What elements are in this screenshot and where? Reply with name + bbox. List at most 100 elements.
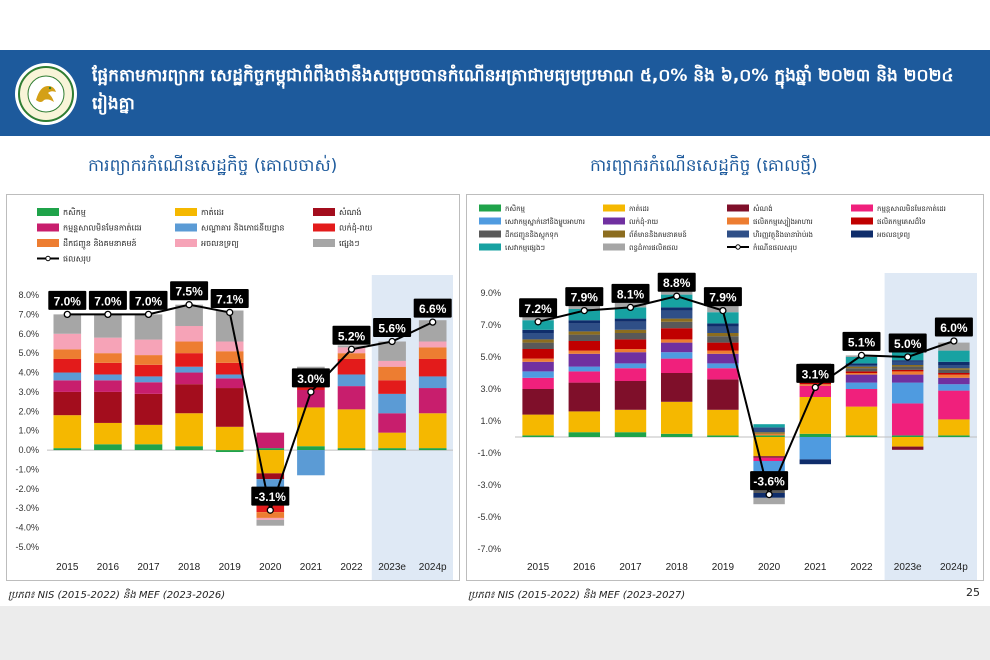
bar-segment — [614, 352, 647, 364]
y-tick-label: -5.0% — [477, 512, 501, 522]
bar-segment — [53, 333, 82, 350]
data-label: 7.9% — [571, 291, 599, 305]
bar-segment — [707, 336, 739, 343]
bar-segment — [418, 448, 447, 451]
legend-swatch — [37, 223, 59, 232]
y-tick-label: 9.0% — [480, 288, 501, 298]
legend-line-marker — [45, 255, 51, 262]
total-growth-point — [104, 310, 112, 319]
right-chart-frame: កសិកម្ម កាត់ដេរ សំណង់ កម្មន្តសាលមិនមែនកាត់ដ… — [466, 194, 984, 581]
bar-segment — [418, 388, 447, 414]
bar-segment — [134, 364, 163, 377]
right-source-note: ប្រភព៖ NIS (2015-2022) និង MEF (2023-202… — [468, 590, 686, 601]
bar-segment — [568, 366, 601, 372]
bar-segment — [614, 368, 647, 381]
page-title: ផែ្អកតាមការព្យាករ សេដ្ឋកិច្ចកម្ពុជាពំពឹង… — [92, 66, 954, 114]
data-label-box — [703, 287, 742, 307]
bar-segment — [215, 378, 244, 389]
bar-segment — [94, 380, 122, 392]
legend-label: សណ្ឋាគារ និងភោជនីយដ្ឋាន — [201, 223, 284, 233]
legend-label: សំណង់ — [753, 204, 773, 213]
data-label: 8.8% — [663, 276, 691, 290]
header-banner — [0, 50, 990, 136]
legend-label: ពន្ធដំការផលិតផល — [629, 243, 678, 252]
bar-segment — [799, 433, 832, 437]
bar-segment — [660, 310, 693, 319]
data-label: 5.2% — [338, 329, 366, 343]
bar-segment — [215, 362, 244, 375]
bar-segment — [660, 328, 693, 340]
total-growth-point — [626, 303, 635, 312]
y-tick-label: -4.0% — [15, 523, 39, 533]
bar-segment — [378, 360, 406, 367]
y-tick-label: 8.0% — [18, 290, 39, 300]
y-tick-label: 7.0% — [480, 320, 501, 330]
bar-segment — [418, 341, 447, 348]
data-label-box — [750, 471, 789, 491]
bar-segment — [568, 350, 601, 354]
bar-segment — [614, 409, 647, 433]
bar-segment — [753, 424, 785, 428]
total-growth-point — [904, 353, 912, 361]
legend-swatch — [37, 208, 59, 216]
legend-swatch — [603, 243, 625, 251]
bar-segment — [215, 341, 244, 352]
bar-segment — [256, 519, 285, 526]
y-tick-label: -1.0% — [15, 464, 39, 474]
bar-segment — [522, 333, 554, 340]
bar-segment — [568, 341, 601, 351]
x-tick-label: 2015 — [527, 562, 550, 573]
legend-swatch — [479, 217, 501, 225]
data-label-box — [291, 368, 330, 388]
x-tick-label: 2022 — [850, 562, 873, 573]
bar-segment — [175, 413, 203, 447]
bar-segment — [707, 333, 739, 337]
y-tick-label: 5.0% — [480, 352, 501, 362]
bar-segment — [891, 366, 924, 370]
bar-segment — [753, 457, 785, 461]
legend-swatch — [851, 217, 873, 225]
y-tick-label: 4.0% — [18, 368, 39, 378]
bar-segment — [53, 349, 82, 359]
bar-segment — [938, 373, 970, 375]
legend-swatch — [479, 230, 501, 238]
legend-swatch — [727, 230, 749, 238]
bar-segment — [614, 349, 647, 353]
x-tick-label: 2024p — [940, 562, 968, 573]
bar-segment — [753, 435, 785, 437]
bar-segment — [53, 372, 82, 381]
data-label-box — [796, 363, 835, 383]
x-tick-label: 2023e — [378, 562, 406, 573]
right-chart-heading: ការព្យាករកំណើនសេដ្ឋកិច្ច (គោលថ្មី) — [590, 156, 818, 176]
bar-segment — [707, 312, 739, 324]
data-label-box — [611, 283, 650, 303]
bar-segment — [522, 315, 554, 321]
bar-segment — [845, 365, 878, 367]
bar-segment — [256, 473, 285, 480]
legend-label: កម្មន្តសាលមិនមែនកាត់ដេរ — [877, 204, 946, 213]
bar-segment — [891, 437, 924, 447]
bar-segment — [660, 318, 693, 322]
footer-band — [0, 606, 990, 660]
bar-segment — [614, 329, 647, 333]
left-chart-frame: កសិកម្ម កាត់ដេរ សំណង់ កម្មន្តសាលមិនមែនកាត់ដ… — [6, 194, 460, 581]
bar-segment — [845, 374, 878, 383]
data-label-box — [519, 298, 558, 318]
legend-swatch — [851, 204, 873, 212]
bar-segment — [845, 373, 878, 375]
total-growth-point — [857, 351, 866, 360]
x-tick-label: 2021 — [804, 562, 827, 573]
legend-swatch — [603, 204, 625, 212]
x-tick-label: 2023e — [894, 562, 922, 573]
right-growth-chart: កសិកម្ម កាត់ដេរ សំណង់ កម្មន្តសាលមិនមែនកាត់ដ… — [477, 204, 977, 580]
legend-label: កសិកម្ម — [63, 207, 86, 217]
bar-segment — [568, 411, 601, 433]
bar-segment — [845, 435, 878, 437]
legend-swatch — [175, 223, 197, 232]
bar-segment — [378, 413, 406, 433]
bar-segment — [568, 331, 601, 335]
bar-segment — [614, 432, 647, 437]
bar-segment — [614, 333, 647, 340]
y-tick-label: -2.0% — [15, 484, 39, 494]
total-growth-point — [226, 308, 234, 317]
